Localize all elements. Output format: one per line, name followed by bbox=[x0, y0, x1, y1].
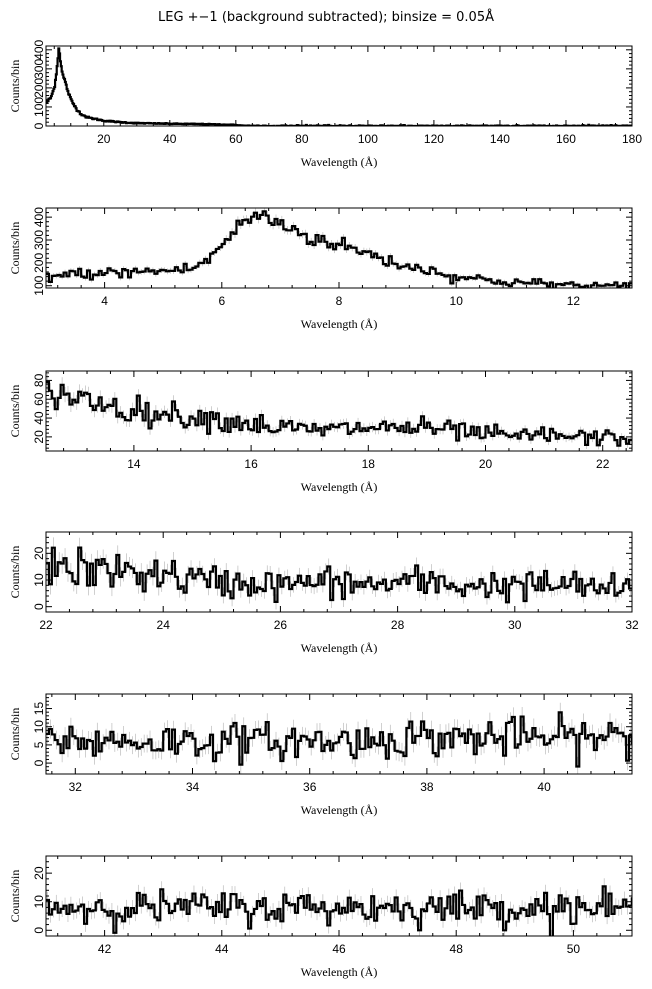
plot-frame bbox=[45, 693, 633, 775]
x-tick-label: 8 bbox=[336, 294, 343, 308]
x-tick-label: 34 bbox=[186, 780, 200, 794]
chart-panel-5: 32 34 36 38 40 0 5 10 15 Wavelength (Å) Counts/bin bbox=[8, 693, 633, 817]
x-tick-label: 40 bbox=[537, 780, 551, 794]
figure-title: LEG +−1 (background subtracted); binsize… bbox=[157, 10, 494, 25]
x-tick-label: 16 bbox=[244, 457, 258, 471]
chart-panel-2: 4 6 8 10 12 100 200 300 400 Wavelength (Å) Counts/… bbox=[8, 207, 633, 331]
x-tick-label: 32 bbox=[625, 618, 639, 632]
x-tick-label: 80 bbox=[295, 132, 309, 146]
y-tick-label: 200 bbox=[32, 253, 46, 273]
x-tick-label: 160 bbox=[556, 132, 576, 146]
x-tick-label: 32 bbox=[69, 780, 83, 794]
x-tick-label: 140 bbox=[490, 132, 510, 146]
y-tick-label: 20 bbox=[32, 430, 46, 444]
y-tick-label: 0 bbox=[32, 122, 46, 129]
y-tick-label: 10 bbox=[32, 895, 46, 909]
x-tick-label: 40 bbox=[163, 132, 177, 146]
x-tick-label: 4 bbox=[101, 294, 108, 308]
y-tick-label: 100 bbox=[32, 97, 46, 117]
x-tick-label: 12 bbox=[567, 294, 581, 308]
data-series-line bbox=[46, 47, 632, 126]
y-axis-label: Counts/bin bbox=[8, 870, 22, 923]
x-axis-label: Wavelength (Å) bbox=[301, 317, 378, 331]
y-tick-label: 15 bbox=[32, 702, 46, 716]
x-tick-label: 36 bbox=[303, 780, 317, 794]
y-axis-label: Counts/bin bbox=[8, 222, 22, 275]
y-axis-label: Counts/bin bbox=[8, 708, 22, 761]
x-tick-label: 6 bbox=[218, 294, 225, 308]
plot-frame bbox=[45, 531, 633, 613]
y-tick-label: 200 bbox=[32, 78, 46, 98]
y-axis-label: Counts/bin bbox=[8, 60, 22, 113]
x-tick-label: 38 bbox=[420, 780, 434, 794]
x-tick-label: 50 bbox=[567, 942, 581, 956]
x-tick-label: 26 bbox=[274, 618, 288, 632]
data-series-line bbox=[46, 546, 632, 604]
x-tick-label: 100 bbox=[358, 132, 378, 146]
x-tick-label: 22 bbox=[596, 457, 610, 471]
x-tick-label: 46 bbox=[332, 942, 346, 956]
y-tick-label: 5 bbox=[32, 741, 46, 748]
y-tick-label: 400 bbox=[32, 39, 46, 59]
y-tick-label: 10 bbox=[32, 573, 46, 587]
y-tick-label: 0 bbox=[32, 759, 46, 766]
x-tick-label: 120 bbox=[424, 132, 444, 146]
x-tick-label: 42 bbox=[98, 942, 112, 956]
x-axis-label: Wavelength (Å) bbox=[301, 480, 378, 494]
x-tick-label: 44 bbox=[215, 942, 229, 956]
y-tick-label: 20 bbox=[32, 546, 46, 560]
y-tick-label: 100 bbox=[32, 275, 46, 295]
x-axis-label: Wavelength (Å) bbox=[301, 803, 378, 817]
x-axis-label: Wavelength (Å) bbox=[301, 965, 378, 979]
y-axis-label: Counts/bin bbox=[8, 385, 22, 438]
y-tick-label: 10 bbox=[32, 720, 46, 734]
x-axis-label: Wavelength (Å) bbox=[301, 155, 378, 169]
error-bars bbox=[47, 208, 631, 288]
x-tick-label: 180 bbox=[622, 132, 642, 146]
x-tick-label: 24 bbox=[157, 618, 171, 632]
x-tick-label: 30 bbox=[508, 618, 522, 632]
data-series-line bbox=[46, 885, 632, 936]
chart-panel-3: 14 16 18 20 22 20 40 60 80 Wavelength (Å) Counts/b… bbox=[8, 370, 633, 494]
x-tick-label: 28 bbox=[391, 618, 405, 632]
y-tick-label: 300 bbox=[32, 230, 46, 250]
x-axis-label: Wavelength (Å) bbox=[301, 641, 378, 655]
y-tick-label: 40 bbox=[32, 411, 46, 425]
y-tick-label: 0 bbox=[32, 927, 46, 934]
plot-frame bbox=[45, 45, 633, 127]
data-series-line bbox=[46, 210, 632, 288]
x-tick-label: 60 bbox=[229, 132, 243, 146]
y-tick-label: 0 bbox=[32, 603, 46, 610]
x-tick-label: 22 bbox=[39, 618, 53, 632]
y-tick-label: 80 bbox=[32, 373, 46, 387]
x-tick-label: 48 bbox=[450, 942, 464, 956]
y-tick-label: 300 bbox=[32, 59, 46, 79]
chart-panel-4: 22 24 26 28 30 32 0 10 20 Wavelength (Å) Counts/bi… bbox=[8, 531, 639, 655]
x-tick-label: 20 bbox=[97, 132, 111, 146]
chart-panel-6: 42 44 46 48 50 0 10 20 Wavelength (Å) Counts/bin bbox=[8, 855, 633, 979]
x-tick-label: 20 bbox=[479, 457, 493, 471]
plot-frame bbox=[45, 207, 633, 289]
x-tick-label: 14 bbox=[127, 457, 141, 471]
data-series-line bbox=[46, 381, 632, 447]
y-axis-label: Counts/bin bbox=[8, 546, 22, 599]
y-tick-label: 20 bbox=[32, 866, 46, 880]
x-tick-label: 18 bbox=[362, 457, 376, 471]
y-tick-label: 400 bbox=[32, 207, 46, 227]
chart-panel-1: 20 40 60 80 100 120 140 160 1800100200300400Wave… bbox=[8, 39, 642, 169]
data-series-line bbox=[46, 711, 632, 768]
y-tick-label: 60 bbox=[32, 392, 46, 406]
x-tick-label: 10 bbox=[450, 294, 464, 308]
